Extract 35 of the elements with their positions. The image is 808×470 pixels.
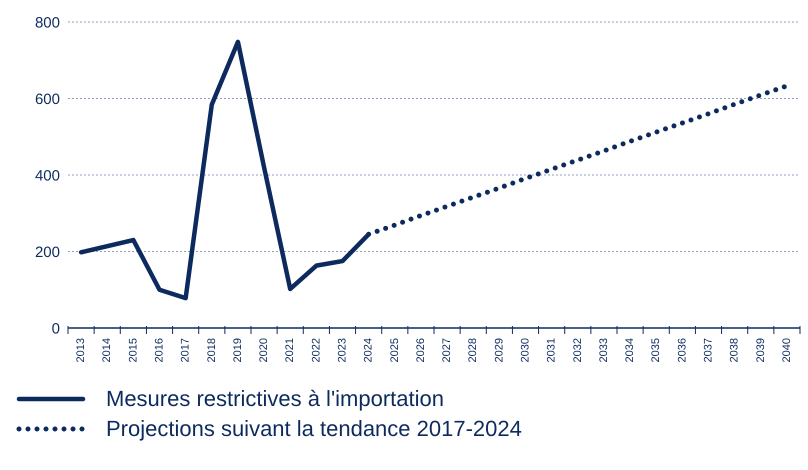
x-tick-label: 2025 <box>388 338 401 362</box>
x-tick-label: 2020 <box>258 338 270 362</box>
x-tick-label: 2028 <box>467 338 480 362</box>
x-tick-label: 2037 <box>702 338 714 362</box>
x-tick-label: 2016 <box>154 338 166 362</box>
x-tick-label: 2019 <box>232 338 244 362</box>
x-tick-label: 2018 <box>206 338 218 362</box>
x-tick-label: 2024 <box>362 338 375 362</box>
x-tick-label: 2038 <box>728 338 741 362</box>
y-tick-label: 0 <box>52 320 60 338</box>
x-tick-label: 2040 <box>780 338 793 362</box>
x-tick-label: 2034 <box>624 338 636 362</box>
y-tick-label: 200 <box>34 244 60 261</box>
x-tick-label: 2027 <box>441 338 454 362</box>
x-tick-label: 2015 <box>127 338 140 362</box>
x-tick-label: 2032 <box>572 338 584 362</box>
x-tick-label: 2014 <box>101 338 114 362</box>
y-tick-label: 400 <box>34 167 60 184</box>
x-tick-label: 2036 <box>676 338 688 362</box>
x-tick-label: 2030 <box>520 338 532 362</box>
x-tick-label: 2039 <box>754 338 767 362</box>
x-tick-label: 2026 <box>414 338 427 362</box>
x-tick-label: 2033 <box>598 338 610 362</box>
x-tick-label: 2023 <box>336 338 348 362</box>
y-tick-label: 800 <box>34 14 60 32</box>
y-tick-label: 600 <box>34 90 60 108</box>
x-tick-label: 2029 <box>493 338 506 362</box>
x-tick-label: 2035 <box>650 338 662 362</box>
x-tick-label: 2022 <box>310 338 322 362</box>
legend-label: Projections suivant la tendance 2017-2024 <box>106 416 522 442</box>
x-tick-label: 2031 <box>546 338 558 362</box>
legend-label: Mesures restrictives à l'importation <box>106 386 444 412</box>
x-tick-label: 2013 <box>75 338 88 362</box>
x-tick-label: 2021 <box>284 338 296 362</box>
x-tick-label: 2017 <box>180 338 192 362</box>
